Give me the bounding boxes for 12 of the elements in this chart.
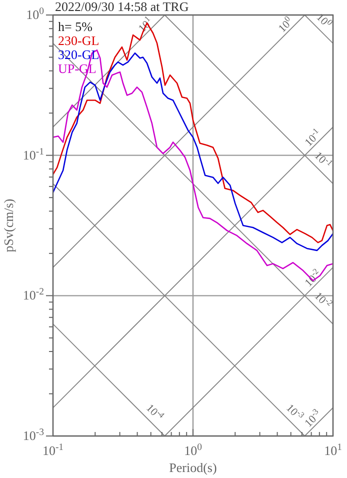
y-tick-label: 10$^{-2}$ [22, 286, 44, 303]
chart-title: 2022/09/30 14:58 at TRG [55, 0, 189, 14]
x-tick-label: 10$^{-1}$ [42, 442, 64, 458]
y-tick-label: 10$^{-1}$ [22, 146, 44, 162]
y-axis-title: pSv(cm/s) [1, 198, 16, 252]
annotation: h= 5% [58, 19, 93, 34]
y-tick-label: 10$^{0}$ [26, 6, 44, 22]
series-label: 230-GL [58, 33, 100, 48]
x-axis-title: Period(s) [169, 460, 217, 475]
x-tick-label: 10$^{0}$ [184, 442, 202, 458]
y-tick-label: 10$^{-3}$ [22, 426, 44, 443]
x-tick-label: 10$^{1}$ [324, 442, 342, 458]
